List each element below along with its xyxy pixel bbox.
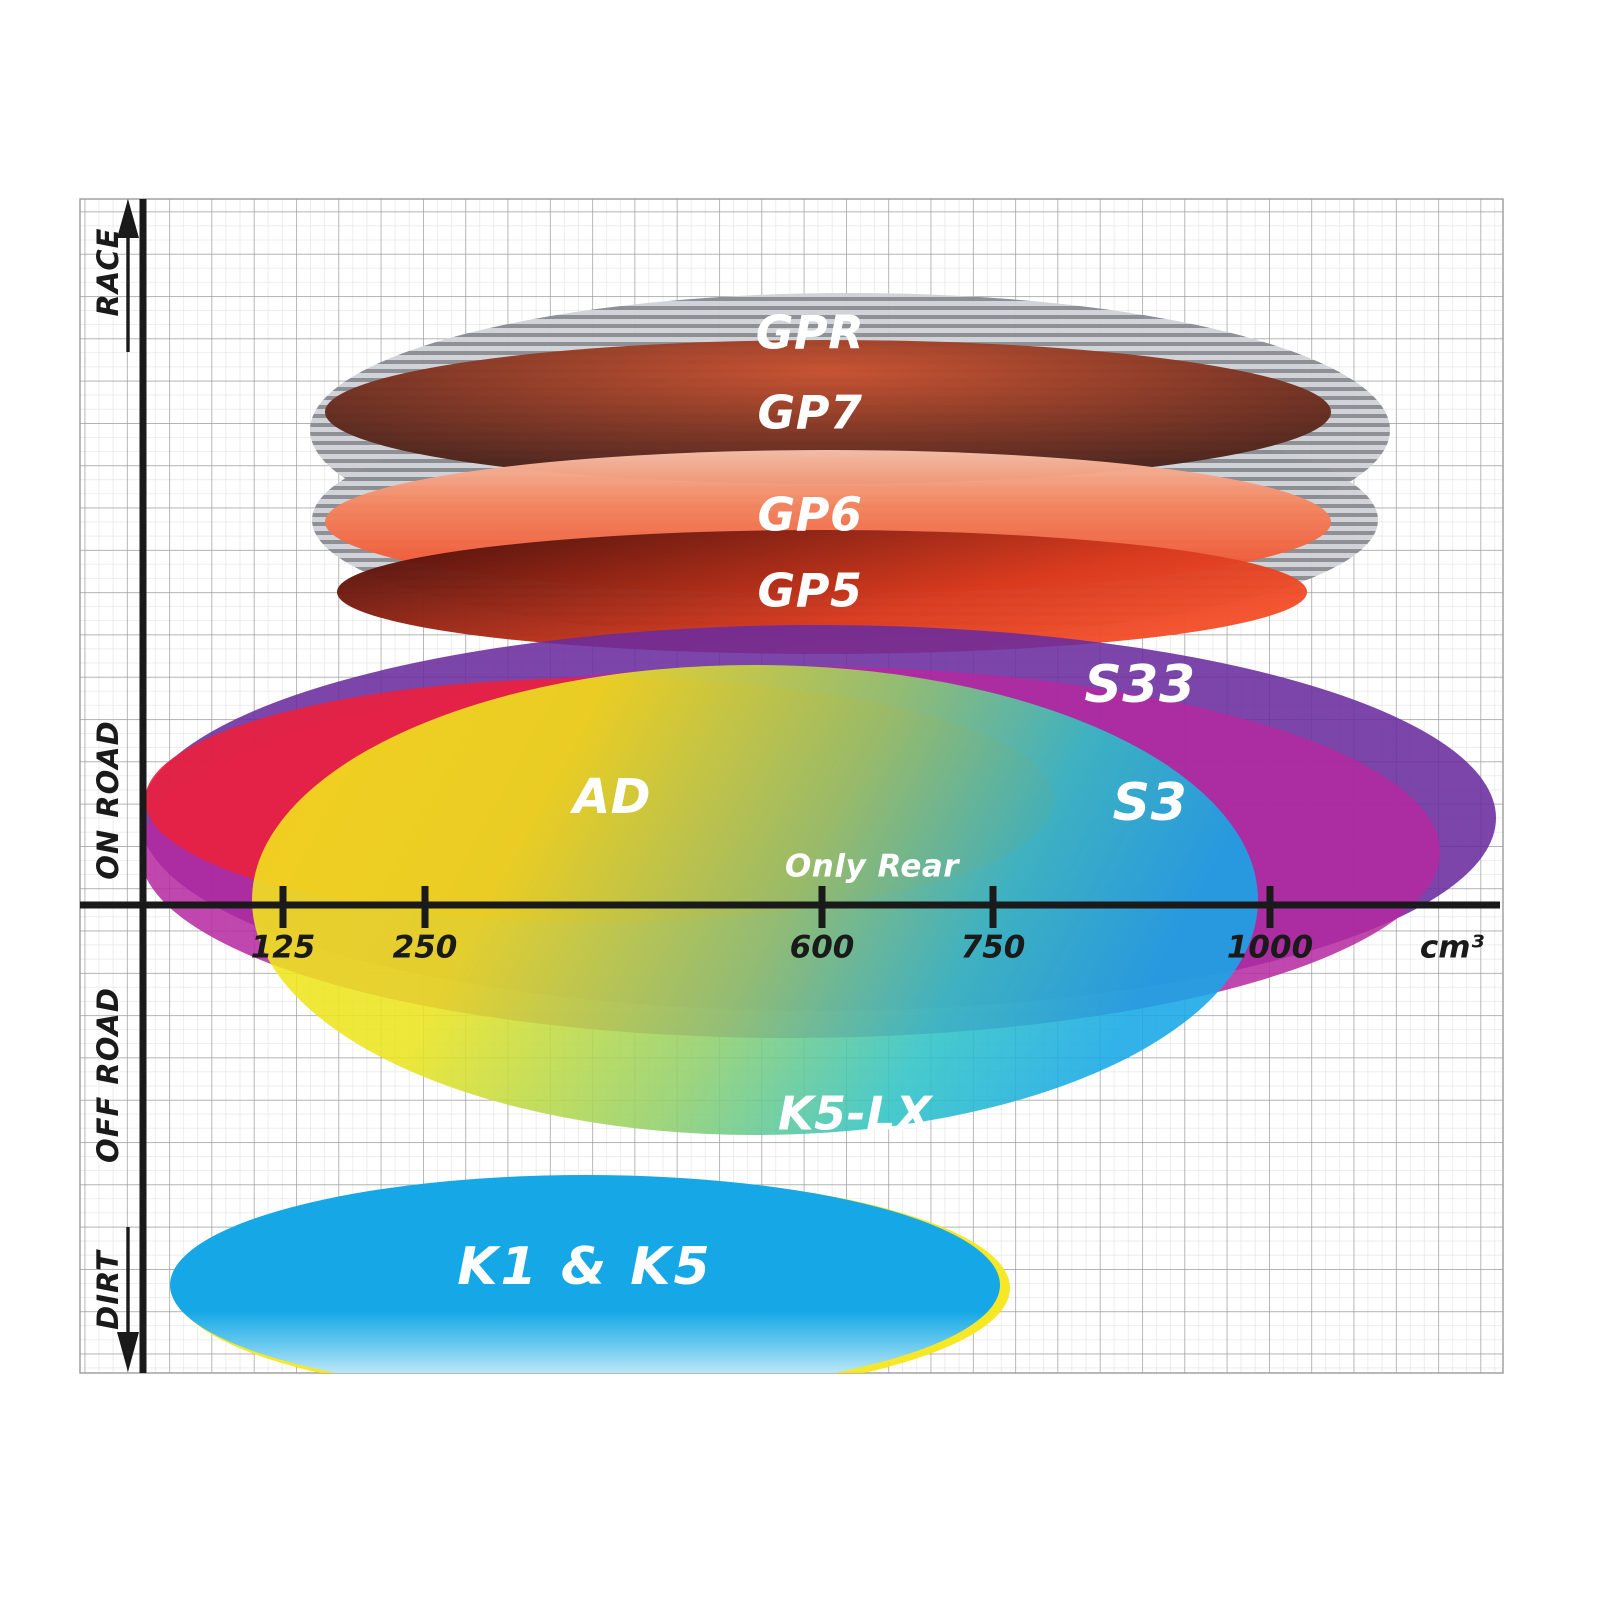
bubble-label-gp5: GP5 [758,564,863,618]
x-axis-tick-labels: 125 250 600 750 1000 cm³ [251,930,1485,966]
race-direction-arrow [117,199,139,352]
x-tick-label-250: 250 [393,930,458,966]
y-category-on-road: ON ROAD [91,720,125,880]
y-category-off-road: OFF ROAD [91,987,125,1163]
bubble-k5-lx[interactable] [252,665,1258,1135]
annotations: Only Rear [785,849,960,885]
x-tick-label-750: 750 [961,930,1026,966]
x-axis-ticks [279,886,1274,928]
bubble-gp7[interactable] [325,340,1331,484]
axes [80,199,1500,1373]
bubble-k1-k5[interactable] [170,1175,1010,1400]
x-tick-label-125: 125 [251,930,316,966]
bubble-label-ad: AD [569,769,651,825]
bubble-gp5[interactable] [337,530,1307,654]
bubble-group [140,293,1496,1400]
bubble-label-gp6: GP6 [758,488,863,542]
dirt-direction-arrow [117,1227,139,1372]
bubble-label-s33: S33 [1084,655,1195,715]
bubble-label-gpr: GPR [756,306,864,360]
bubble-label-k1-k5: K1 & K5 [457,1237,713,1297]
y-category-race: RACE [91,228,125,317]
x-tick-label-1000: 1000 [1227,930,1313,966]
bubble-label-gp7: GP7 [758,386,863,440]
bubble-labels: GPR GP7 GP6 GP5 S33 S3 AD K5-LX K1 & K5 [457,306,1195,1298]
y-axis-category-labels: RACE ON ROAD OFF ROAD DIRT [91,228,125,1330]
annotation-only-rear: Only Rear [785,849,960,885]
bubble-label-s3: S3 [1113,773,1188,833]
y-category-dirt: DIRT [91,1249,125,1330]
x-tick-label-600: 600 [790,930,855,966]
x-axis-unit-label: cm³ [1420,930,1485,966]
bubble-label-k5-lx: K5-LX [778,1087,934,1141]
